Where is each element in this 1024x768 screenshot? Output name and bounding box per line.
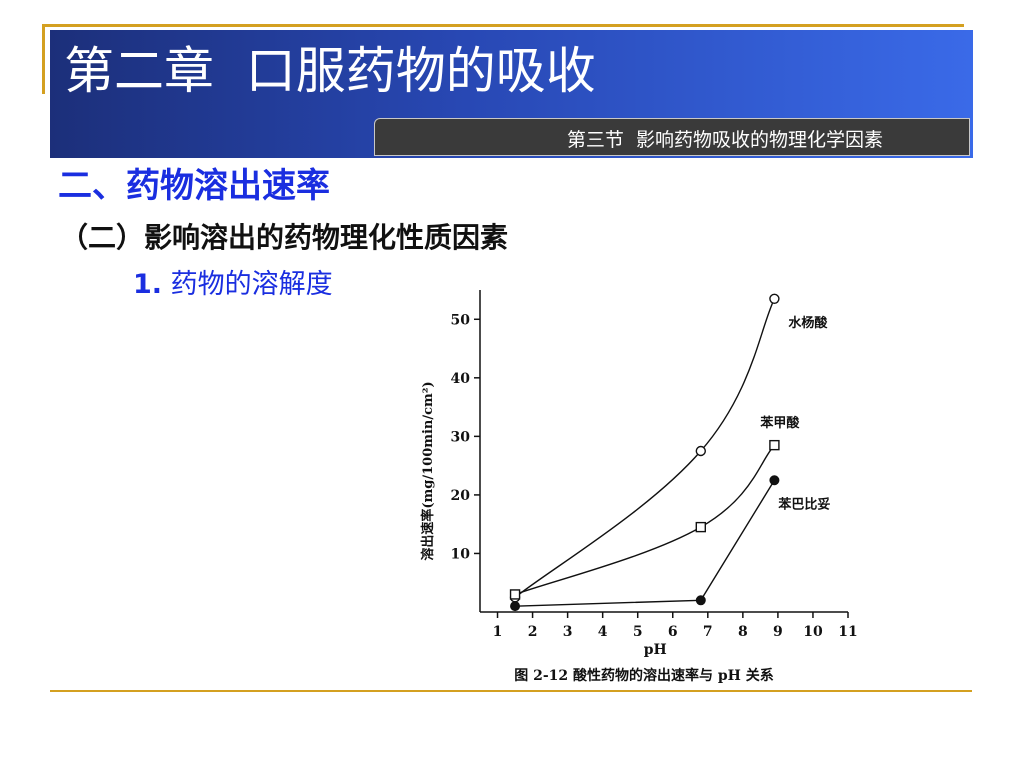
y-tick-label: 20	[451, 488, 471, 504]
x-tick-label: 2	[528, 624, 538, 640]
data-point-open-square	[509, 589, 521, 600]
data-point-open-square	[769, 439, 780, 451]
x-tick-label: 4	[598, 624, 608, 640]
section-tag: 第三节 影响药物吸收的物理化学因素	[374, 118, 970, 156]
x-tick-label: 6	[668, 624, 678, 640]
figure-caption: 图 2-12 酸性药物的溶出速率与 pH 关系	[514, 667, 774, 684]
heading-level3: 1. 药物的溶解度	[133, 266, 333, 304]
section-tag-label: 第三节 影响药物吸收的物理化学因素	[566, 129, 883, 151]
heading-level3-text: 药物的溶解度	[162, 269, 333, 300]
heading-level2: （二）影响溶出的药物理化性质因素	[60, 221, 509, 254]
x-tick-label: 3	[563, 624, 573, 640]
data-point-filled-circle	[510, 601, 521, 612]
x-tick-label: 9	[773, 624, 783, 640]
y-axis-label: 溶出速率(mg/100min/cm²)	[420, 381, 436, 560]
x-axis-label: pH	[644, 642, 667, 658]
data-point-open-square	[695, 521, 706, 533]
slide-title: 第二章 口服药物的吸收	[64, 42, 596, 100]
heading-level1: 二、药物溶出速率	[58, 166, 330, 206]
data-point-filled-circle	[769, 475, 780, 486]
data-point-open-circle	[695, 445, 706, 457]
dissolution-rate-chart: 10 20 30 40 50 1 2 3 4 5 6 7 8 9 10 11 pH 溶出速率(mg/100min/…	[420, 290, 858, 684]
series-line-3	[515, 479, 775, 607]
data-point-open-circle	[769, 293, 780, 304]
data-point-filled-circle	[695, 595, 706, 606]
y-tick-label: 10	[451, 546, 471, 562]
x-tick-label: 10	[803, 624, 823, 640]
y-tick-label: 30	[451, 429, 471, 445]
heading-level3-number: 1.	[133, 269, 163, 300]
left-decor-rule	[42, 24, 45, 94]
x-tick-label: 7	[703, 624, 713, 640]
x-tick-label: 5	[633, 624, 643, 640]
y-tick-label: 50	[451, 312, 471, 328]
bottom-decor-rule	[50, 690, 972, 692]
series-line-2	[514, 444, 775, 596]
x-tick-label: 11	[838, 624, 857, 640]
series-label-1: 水杨酸	[788, 315, 828, 331]
y-tick-label: 40	[451, 371, 471, 387]
series-label-3: 苯巴比妥	[777, 496, 830, 512]
x-tick-label: 8	[738, 624, 748, 640]
series-label-2: 苯甲酸	[759, 415, 800, 431]
x-tick-label: 1	[493, 624, 503, 640]
top-decor-rule	[42, 24, 964, 27]
